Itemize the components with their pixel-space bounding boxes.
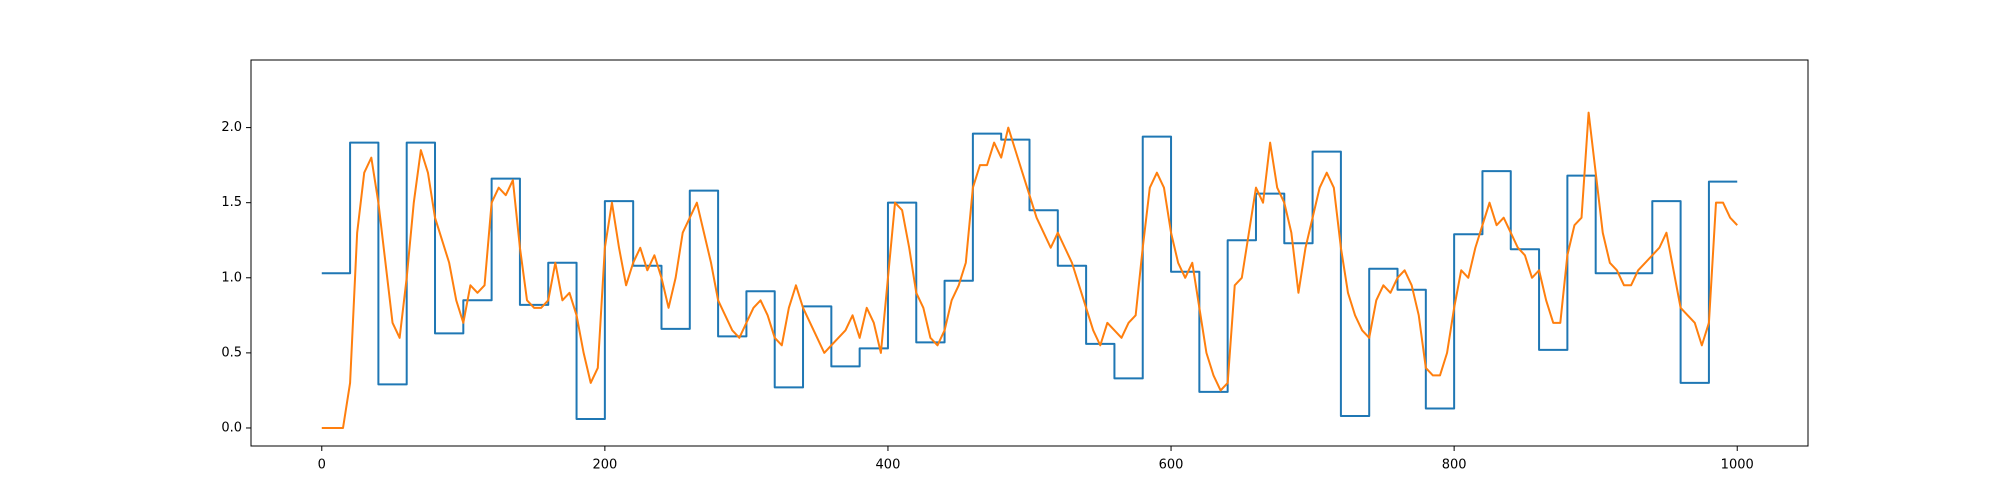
x-tick-label: 800 (1442, 458, 1467, 473)
x-tick-label: 400 (876, 458, 901, 473)
x-tick-label: 600 (1159, 458, 1184, 473)
y-tick-label: 0.0 (221, 420, 242, 435)
y-tick-label: 1.0 (221, 270, 242, 285)
x-tick-label: 0 (318, 458, 326, 473)
y-tick-label: 2.0 (221, 120, 242, 135)
data-line (321, 132, 1738, 420)
data-line (321, 111, 1738, 429)
y-tick-label: 0.5 (221, 345, 242, 360)
x-tick-label: 1000 (1721, 458, 1754, 473)
axes-frame (250, 59, 1809, 447)
y-tick-label: 1.5 (221, 195, 242, 210)
x-tick-label: 200 (592, 458, 617, 473)
